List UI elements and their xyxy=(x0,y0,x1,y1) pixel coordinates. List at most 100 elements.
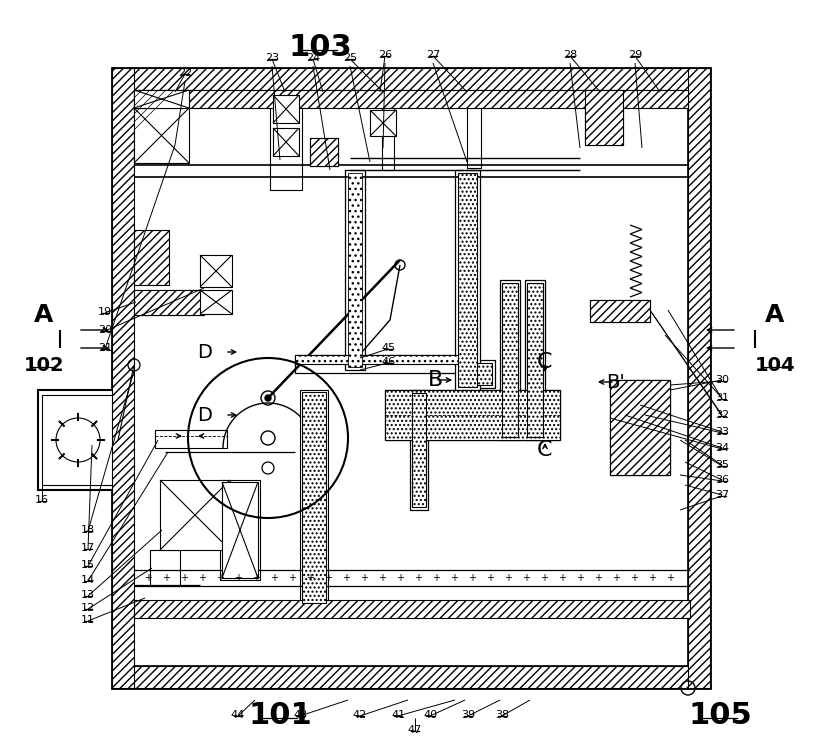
Bar xyxy=(134,600,690,618)
Text: +: + xyxy=(540,573,548,583)
Text: 30: 30 xyxy=(715,375,729,385)
Text: +: + xyxy=(666,573,674,583)
Text: +: + xyxy=(612,573,620,583)
Text: +: + xyxy=(234,573,242,583)
Bar xyxy=(412,393,426,507)
Bar xyxy=(458,173,477,387)
Bar xyxy=(155,430,227,448)
Text: 104: 104 xyxy=(755,355,796,374)
Text: B: B xyxy=(428,370,442,390)
Bar xyxy=(345,170,365,370)
Bar xyxy=(300,390,328,605)
Bar xyxy=(502,283,518,437)
Text: +: + xyxy=(180,573,188,583)
Bar xyxy=(270,90,302,190)
Text: 38: 38 xyxy=(495,710,509,720)
Text: 19: 19 xyxy=(98,307,112,317)
Text: 12: 12 xyxy=(81,603,95,613)
Bar xyxy=(348,173,362,367)
Bar xyxy=(38,390,118,490)
Bar xyxy=(525,280,545,440)
Text: +: + xyxy=(558,573,566,583)
Bar xyxy=(134,230,169,285)
Circle shape xyxy=(265,395,271,401)
Bar xyxy=(273,95,299,123)
Text: 37: 37 xyxy=(715,490,729,500)
Text: 11: 11 xyxy=(81,615,95,625)
Bar xyxy=(610,380,670,475)
Bar xyxy=(112,68,134,688)
Text: 14: 14 xyxy=(81,575,95,585)
Text: 36: 36 xyxy=(715,475,729,485)
Bar xyxy=(295,355,470,373)
Text: +: + xyxy=(414,573,422,583)
Bar xyxy=(112,666,710,688)
Text: 41: 41 xyxy=(391,710,405,720)
Bar xyxy=(370,110,396,136)
Text: 20: 20 xyxy=(98,325,112,335)
Text: 44: 44 xyxy=(231,710,245,720)
Text: D: D xyxy=(197,343,212,361)
Text: 25: 25 xyxy=(343,53,357,63)
Text: 24: 24 xyxy=(306,53,320,63)
Text: 33: 33 xyxy=(715,427,729,437)
Text: +: + xyxy=(486,573,494,583)
Text: +: + xyxy=(144,573,152,583)
Text: 105: 105 xyxy=(688,700,752,730)
Bar xyxy=(467,90,481,168)
Text: +: + xyxy=(504,573,512,583)
Text: +: + xyxy=(522,573,530,583)
Text: +: + xyxy=(594,573,602,583)
Text: 21: 21 xyxy=(98,343,112,353)
Text: 22: 22 xyxy=(178,68,192,78)
Text: +: + xyxy=(648,573,656,583)
Text: A: A xyxy=(765,303,785,327)
Text: 102: 102 xyxy=(24,355,64,374)
Bar xyxy=(385,390,560,440)
Text: +: + xyxy=(306,573,314,583)
Bar xyxy=(410,390,428,510)
Bar xyxy=(585,90,623,145)
Bar xyxy=(134,290,204,315)
Text: +: + xyxy=(162,573,170,583)
Text: 15: 15 xyxy=(81,560,95,570)
Bar xyxy=(385,390,560,440)
Text: 45: 45 xyxy=(381,343,395,353)
Bar xyxy=(500,280,520,440)
Bar xyxy=(310,138,338,166)
Text: 35: 35 xyxy=(715,460,729,470)
Bar xyxy=(310,138,338,166)
Text: 39: 39 xyxy=(461,710,475,720)
Text: 42: 42 xyxy=(353,710,367,720)
Bar xyxy=(527,283,543,437)
Bar xyxy=(160,480,230,550)
Text: +: + xyxy=(360,573,368,583)
Bar xyxy=(222,482,258,578)
Text: 13: 13 xyxy=(81,590,95,600)
Text: 28: 28 xyxy=(563,50,577,60)
Bar xyxy=(134,90,688,108)
Text: 43: 43 xyxy=(293,710,307,720)
Text: 23: 23 xyxy=(265,53,279,63)
Text: +: + xyxy=(630,573,638,583)
Text: B': B' xyxy=(605,373,624,392)
Bar xyxy=(134,90,189,108)
Bar xyxy=(468,363,492,385)
Bar xyxy=(465,360,495,388)
Bar xyxy=(610,380,670,475)
Text: A: A xyxy=(34,303,54,327)
Bar xyxy=(295,355,470,364)
Text: C: C xyxy=(537,352,552,372)
Text: C: C xyxy=(537,440,552,460)
Bar xyxy=(200,255,232,287)
Text: +: + xyxy=(342,573,350,583)
Bar xyxy=(590,300,650,322)
Bar xyxy=(585,90,623,145)
Text: 46: 46 xyxy=(381,357,395,367)
Bar xyxy=(134,108,189,163)
Text: 47: 47 xyxy=(408,725,422,735)
Text: 17: 17 xyxy=(81,543,95,553)
Bar xyxy=(220,480,260,580)
Text: +: + xyxy=(396,573,404,583)
Bar xyxy=(273,128,299,156)
